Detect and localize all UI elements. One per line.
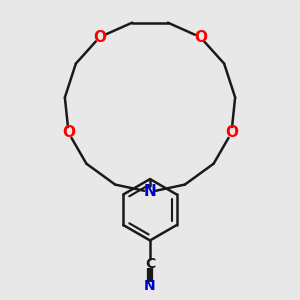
Text: N: N <box>144 184 156 200</box>
Text: N: N <box>144 279 156 293</box>
Text: O: O <box>225 125 238 140</box>
Text: C: C <box>145 257 155 271</box>
Text: O: O <box>194 30 207 45</box>
Text: O: O <box>93 30 106 45</box>
Text: O: O <box>62 125 75 140</box>
